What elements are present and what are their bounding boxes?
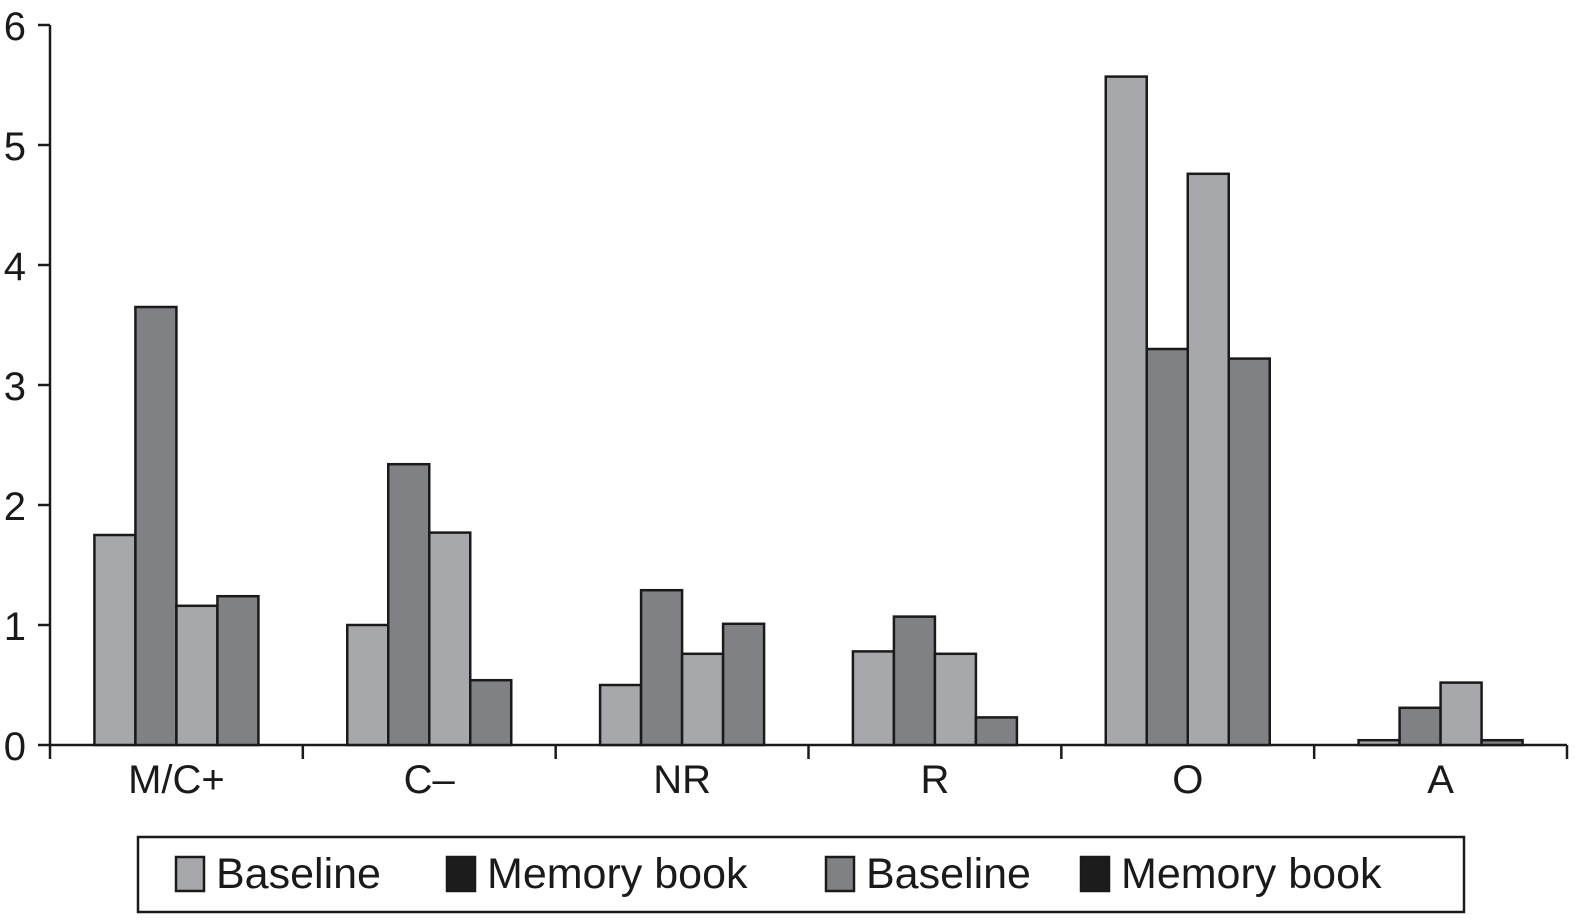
bar-series-1-2 xyxy=(598,683,643,747)
bar-series-2-4 xyxy=(1145,347,1189,747)
bar-series-3-5 xyxy=(1439,681,1483,747)
bar-series-3-3 xyxy=(933,652,978,747)
bar-series-1-5 xyxy=(1357,738,1401,747)
legend-label: Baseline xyxy=(216,850,381,898)
bars xyxy=(93,75,1524,747)
legend-swatch xyxy=(1079,855,1111,893)
bar-series-1-3 xyxy=(851,650,896,747)
legend-label: Memory book xyxy=(1121,850,1382,898)
y-tick-label: 2 xyxy=(4,485,26,529)
legend-label: Baseline xyxy=(866,850,1031,898)
bar-series-1-0 xyxy=(93,533,137,747)
y-tick-label: 1 xyxy=(4,605,26,649)
x-tick-label: M/C+ xyxy=(128,758,225,802)
x-axis: M/C+ C– NR R O A xyxy=(48,743,1569,802)
bar-series-1-4 xyxy=(1104,75,1148,747)
bar-series-2-2 xyxy=(639,588,684,747)
bar-series-3-0 xyxy=(175,604,219,747)
y-axis: 0 1 2 3 4 5 6 xyxy=(4,5,52,769)
bar-series-3-4 xyxy=(1186,172,1230,747)
legend-swatch xyxy=(824,855,856,893)
bar-series-4-2 xyxy=(721,622,766,747)
x-tick-label: O xyxy=(1172,758,1203,802)
bar-series-4-3 xyxy=(974,716,1019,747)
bar-series-4-5 xyxy=(1480,738,1524,747)
legend-swatch xyxy=(445,855,477,893)
bar-series-3-2 xyxy=(680,652,725,747)
bar-series-2-3 xyxy=(892,615,937,747)
x-tick-label: C– xyxy=(404,758,456,802)
x-tick-label: NR xyxy=(653,758,711,802)
bar-series-4-4 xyxy=(1227,357,1271,747)
y-tick-label: 4 xyxy=(4,245,26,289)
bar-series-4-0 xyxy=(216,594,260,747)
bar-series-2-5 xyxy=(1398,706,1442,747)
legend-label: Memory book xyxy=(487,850,748,898)
legend: Baseline Memory book Baseline Memory book xyxy=(136,835,1466,914)
bar-series-1-1 xyxy=(346,623,390,747)
y-tick-label: 3 xyxy=(4,365,26,409)
x-tick-label: R xyxy=(920,758,949,802)
bar-series-3-1 xyxy=(428,531,472,747)
bar-series-4-1 xyxy=(469,678,513,747)
bar-series-2-1 xyxy=(387,462,431,747)
legend-box xyxy=(136,835,1466,914)
y-tick-label: 5 xyxy=(4,125,26,169)
bar-series-2-0 xyxy=(134,305,178,747)
y-tick-label: 0 xyxy=(4,725,26,769)
legend-swatch xyxy=(174,855,206,893)
y-tick-label: 6 xyxy=(4,5,26,49)
x-tick-label: A xyxy=(1427,758,1454,802)
